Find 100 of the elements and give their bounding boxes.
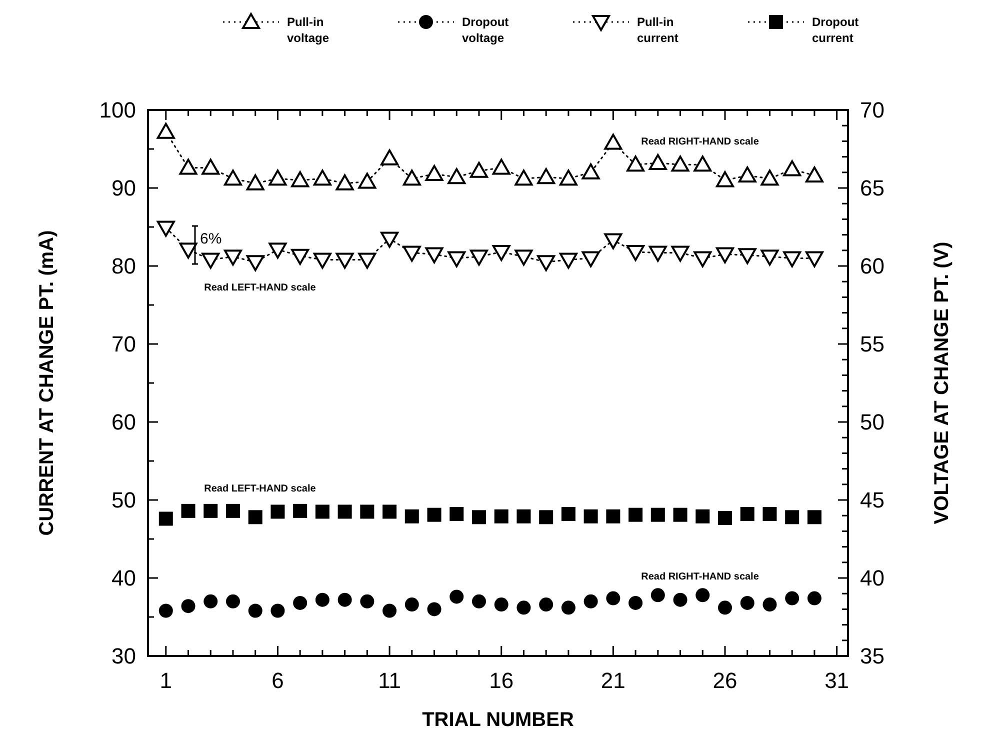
point [179, 158, 198, 175]
point [248, 604, 262, 618]
point [404, 598, 419, 612]
point [291, 171, 310, 188]
point [402, 170, 421, 186]
point [470, 250, 488, 266]
point [516, 509, 531, 524]
point [158, 604, 173, 618]
point [582, 251, 600, 268]
y2-tick-label: 65 [860, 176, 884, 201]
annotation: Read LEFT-HAND scale [204, 282, 316, 294]
point [762, 507, 777, 522]
point [270, 604, 285, 618]
y-tick-label: 60 [112, 410, 136, 435]
point [470, 162, 488, 178]
point [694, 251, 712, 268]
point [156, 220, 175, 237]
annotation: Read LEFT-HAND scale [204, 484, 316, 494]
point [425, 164, 444, 181]
point [716, 171, 734, 188]
point [427, 508, 442, 522]
x-tick-label: 26 [712, 668, 738, 693]
point [338, 504, 352, 519]
y-tick-label: 30 [112, 644, 136, 669]
point [492, 158, 510, 175]
point [425, 247, 444, 264]
point [492, 244, 510, 261]
point [516, 600, 531, 615]
point [450, 507, 464, 522]
y-tick-label: 80 [112, 254, 136, 279]
point [448, 168, 466, 184]
point [650, 508, 665, 522]
point [805, 166, 824, 183]
point [202, 158, 220, 175]
point [604, 233, 622, 250]
point [604, 134, 622, 150]
point [584, 509, 598, 524]
point [537, 168, 556, 184]
point [382, 504, 397, 519]
point [156, 122, 175, 139]
point [561, 507, 576, 522]
point [648, 246, 667, 262]
point [338, 592, 352, 607]
point [382, 604, 397, 618]
x-tick-label: 11 [378, 668, 401, 693]
point [762, 598, 777, 612]
point [783, 251, 802, 268]
point [694, 156, 712, 172]
point [158, 512, 173, 526]
x-tick-label: 1 [160, 668, 172, 693]
x-tick-label: 6 [272, 668, 284, 693]
point [671, 246, 690, 262]
point [202, 252, 220, 269]
point [514, 170, 533, 186]
x-tick-label: 21 [600, 668, 626, 693]
point [181, 504, 196, 518]
point [561, 600, 576, 615]
y-tick-label: 90 [112, 176, 136, 201]
point [760, 170, 779, 186]
y2-tick-label: 45 [860, 488, 884, 513]
point [404, 509, 419, 524]
point [628, 508, 643, 522]
point [606, 509, 620, 524]
y-tick-label: 40 [112, 566, 136, 591]
point [336, 252, 354, 269]
point [807, 510, 822, 524]
y-tick-label: 50 [112, 488, 136, 513]
point [313, 252, 332, 269]
y-axis-title: CURRENT AT CHANGE PT. (mA) [36, 230, 58, 536]
point [738, 166, 756, 183]
point [293, 596, 308, 610]
y2-tick-label: 60 [860, 254, 884, 279]
point [584, 594, 598, 608]
x-tick-label: 16 [489, 668, 514, 693]
point [224, 170, 242, 186]
point [494, 598, 508, 612]
point [696, 509, 710, 524]
point [673, 508, 688, 522]
point [380, 232, 399, 248]
y2-tick-label: 70 [860, 98, 884, 123]
point [740, 596, 754, 610]
point [785, 510, 800, 524]
point [716, 247, 734, 264]
point [224, 250, 242, 266]
point [313, 170, 332, 186]
point [472, 594, 486, 608]
point [246, 255, 264, 272]
point [537, 255, 556, 272]
point [315, 592, 330, 607]
point [648, 154, 667, 170]
point [807, 591, 822, 606]
point [293, 504, 308, 518]
point [514, 250, 533, 266]
point [671, 156, 690, 172]
legend-label: Pull-in current [637, 15, 678, 45]
y-tick-label: 70 [112, 332, 136, 357]
point [696, 588, 710, 602]
point [336, 174, 354, 190]
point [226, 504, 240, 518]
legend-label: Dropout voltage [462, 15, 509, 45]
